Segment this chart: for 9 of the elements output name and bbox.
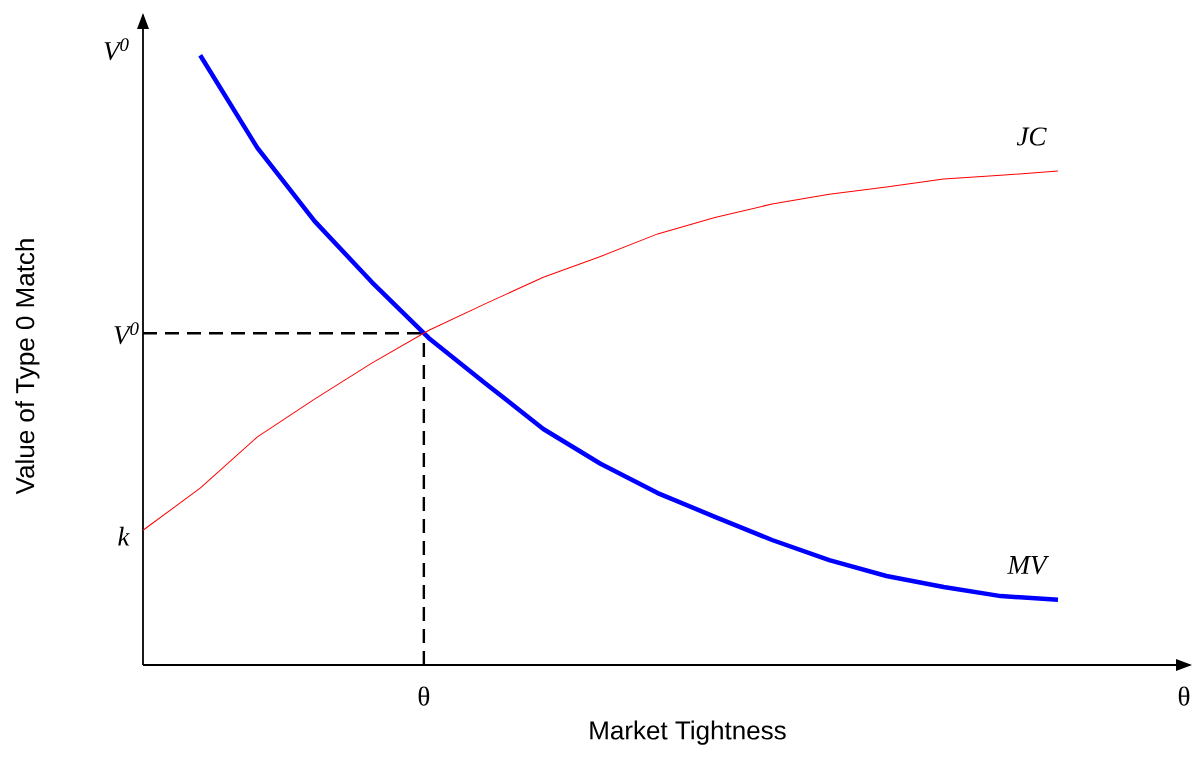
series-label: MV xyxy=(1007,556,1050,575)
y-axis-title: Value of Type 0 Match xyxy=(15,239,40,495)
x-axis-title: Market Tightness xyxy=(590,720,786,745)
annotation: k xyxy=(118,526,130,546)
annotation: V$^{0}$ xyxy=(104,38,129,61)
ref-line-label: V$^{0}$ xyxy=(114,322,139,345)
series-label: JC xyxy=(1016,127,1047,146)
text: θ xyxy=(418,686,430,706)
text: θ xyxy=(1178,686,1190,706)
